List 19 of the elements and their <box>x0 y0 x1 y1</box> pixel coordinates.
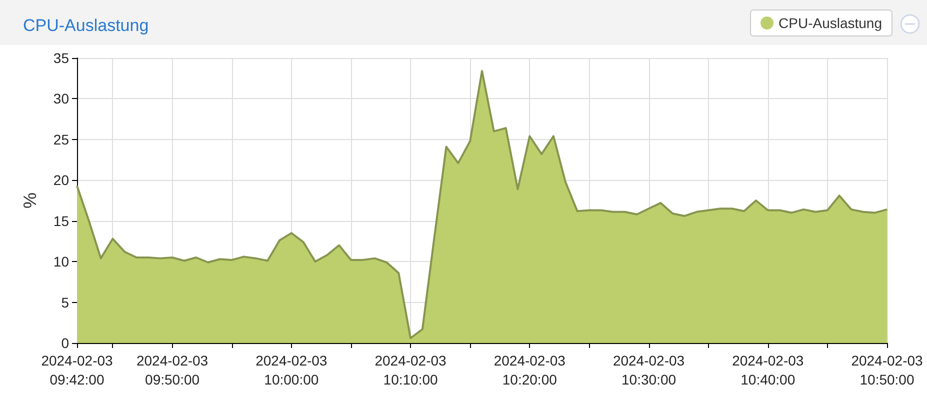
x-tick-label: 2024-02-03 10:50:00 <box>851 352 924 388</box>
y-tick-label: 5 <box>61 294 70 310</box>
y-tick-label: 30 <box>53 90 70 107</box>
x-tick-label: 2024-02-03 10:10:00 <box>374 352 447 388</box>
x-tick-label: 2024-02-03 09:42:00 <box>41 352 114 388</box>
y-tick-label: 25 <box>53 131 70 148</box>
y-tick-label: 20 <box>53 172 70 188</box>
x-tick-label: 2024-02-03 10:00:00 <box>256 352 328 388</box>
y-axis-title: % <box>20 192 40 209</box>
legend-label: CPU-Auslastung <box>778 15 882 31</box>
y-tick-label: 15 <box>53 212 70 229</box>
x-tick-label: 2024-02-03 10:40:00 <box>732 352 804 388</box>
x-tick-label: 2024-02-03 10:30:00 <box>612 352 685 388</box>
y-tick-label: 10 <box>53 254 70 270</box>
y-tick-label: 0 <box>61 335 70 351</box>
x-tick-label: 2024-02-03 10:20:00 <box>494 352 566 388</box>
y-tick-label: 35 <box>53 50 70 66</box>
chart-title: CPU-Auslastung <box>23 16 149 35</box>
x-tick-label: 2024-02-03 09:50:00 <box>136 352 208 388</box>
